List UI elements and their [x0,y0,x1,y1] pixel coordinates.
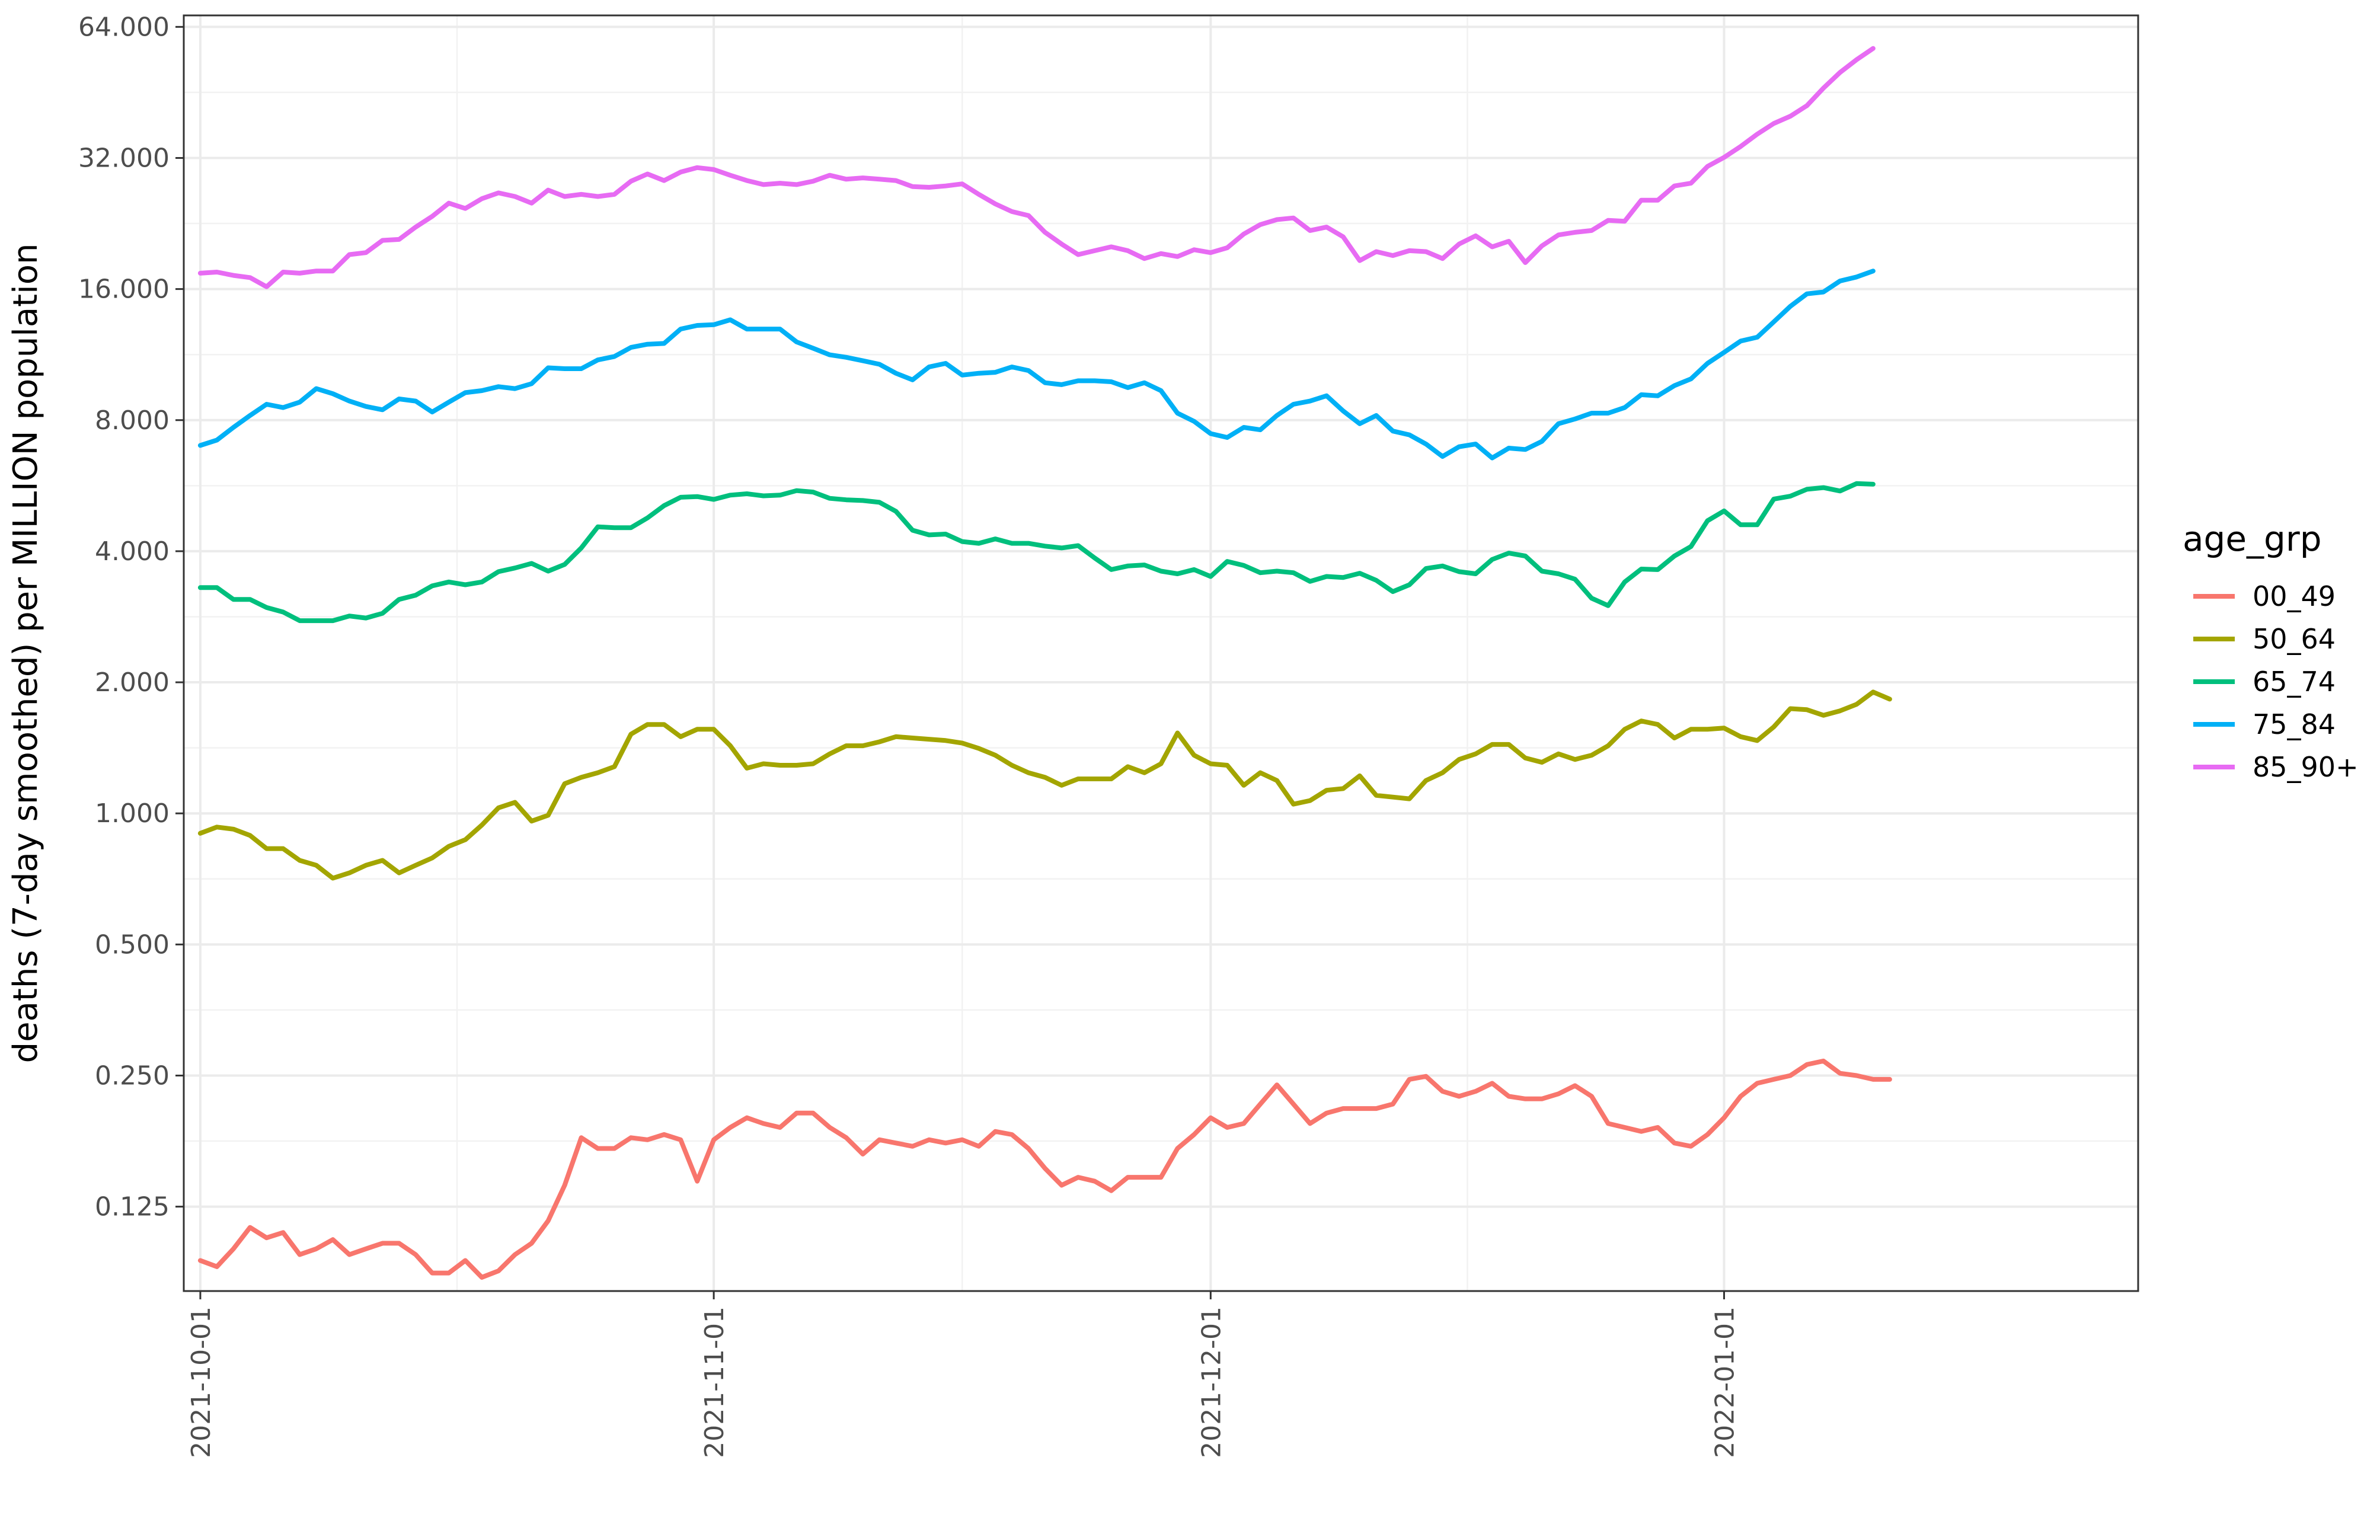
legend-label: 50_64 [2253,623,2336,655]
legend-title: age_grp [2183,519,2322,559]
series-line-75_84 [197,269,1876,461]
legend-label: 75_84 [2253,708,2336,740]
y-tick-label: 32.000 [78,143,170,173]
y-tick-label: 0.250 [95,1060,170,1091]
axes: 0.125 0.250 0.500 1.000 2.000 4.000 8.000 16.00… [78,12,1740,1458]
y-tick-label: 8.000 [95,405,170,436]
y-tick-label: 0.125 [95,1192,170,1222]
y-tick-label: 64.000 [78,12,170,42]
y-axis-title: deaths (7-day smoothed) per MILLION popu… [7,244,45,1063]
y-tick-label: 0.500 [95,929,170,960]
x-tick-label: 2022-01-01 [1710,1306,1740,1458]
x-tick-label: 2021-10-01 [186,1306,216,1458]
legend-label: 00_49 [2253,580,2336,612]
series-line-50_64 [197,689,1892,881]
y-tick-label: 16.000 [78,274,170,305]
y-tick-label: 2.000 [95,667,170,698]
legend: age_grp 00_49 50_64 65_74 75_84 85_90+ [2183,519,2359,783]
grid-lines [184,15,2138,1291]
series-line-85_90+ [197,46,1876,289]
legend-label: 65_74 [2253,666,2336,698]
series-line-00_49 [197,1058,1892,1280]
series-line-65_74 [197,481,1876,624]
legend-label: 85_90+ [2253,751,2359,783]
x-tick-label: 2021-12-01 [1196,1306,1226,1458]
x-tick-label: 2021-11-01 [699,1306,730,1458]
plot-panel-border [183,14,2139,1292]
series-lines [197,46,1892,1280]
plot-panel [184,15,2138,1291]
y-tick-label: 1.000 [95,798,170,829]
y-tick-label: 4.000 [95,536,170,567]
